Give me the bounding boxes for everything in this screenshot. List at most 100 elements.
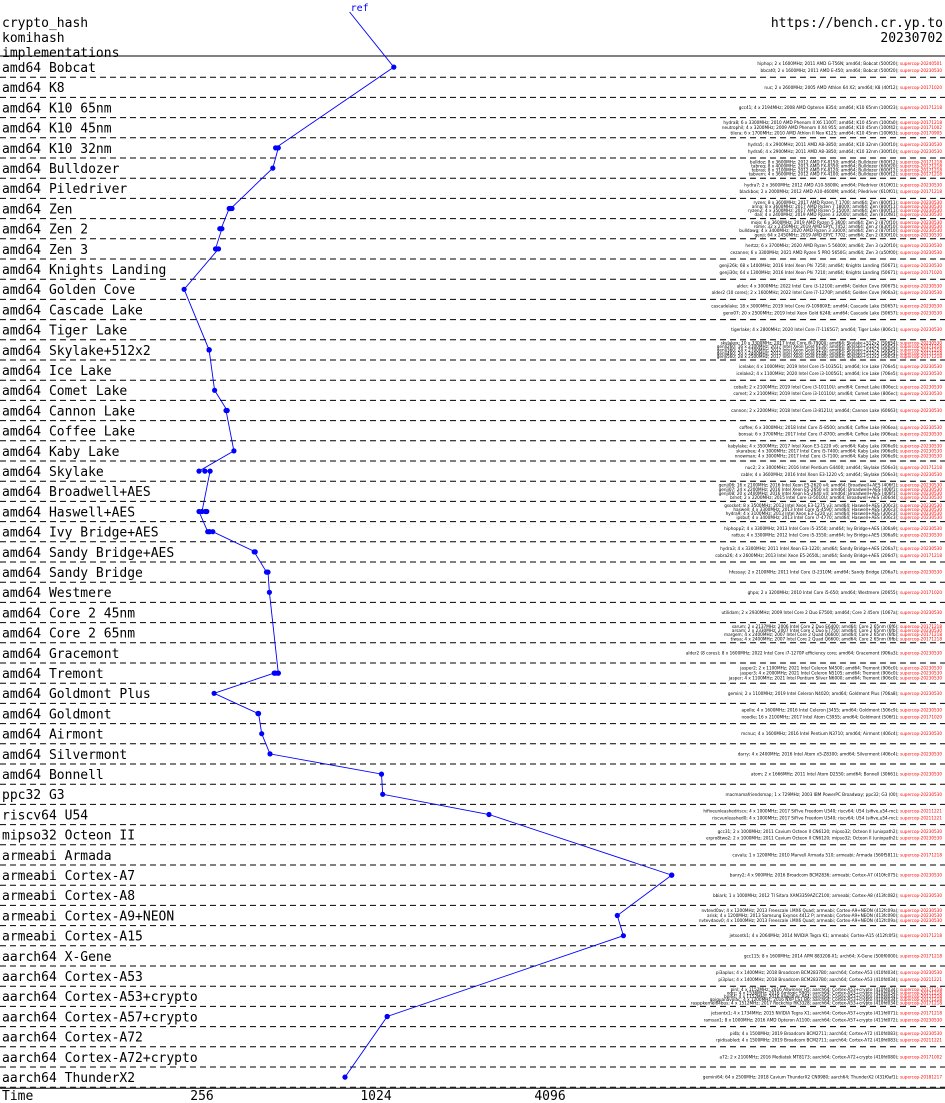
machine-note-text: neutrophil; 4 x 3200MHz; 2009 AMD Phenom… [722,125,900,130]
row-label: amd64 Kaby Lake [2,445,120,460]
data-point [231,448,237,454]
machine-note-date: supercop-20230530 [900,708,942,713]
machine-note-text: genji08; 20 x 2400MHz; 2016 Intel Xeon E… [719,491,900,496]
machine-note-text: brnet; 2 x 2200MHz; 2015 Intel Core i3-5… [730,495,900,500]
row-label: amd64 Core 2 65nm [2,627,135,642]
machine-note: bbiark; 1 x 1000MHz; 2012 TI Sitara XAM3… [713,893,942,898]
machine-note: cable; 4 x 3600MHz; 2016 Intel Xeon E3-1… [741,472,943,477]
row-label: amd64 Tremont [2,667,104,682]
machine-note-text: hydra9; 4 x 3100MHz; 2013 Intel Xeon E3-… [726,511,900,516]
machine-note: pinl; 4 x 1152MHz; 2016 Allwinner H5; aa… [731,987,943,992]
machine-note: genji460; 20 x 2400MHz; 2017 Intel Xeon … [717,351,943,356]
machine-note-text: rpidisabled; 4 x 1500MHz; 2019 Broadcom … [716,1038,900,1043]
data-point [391,64,397,70]
machine-note-date: supercop-20171020 [900,85,942,90]
machine-note: ryzen2; 4 x 3500MHz; 2017 AMD Ryzen 5 15… [748,208,942,213]
machine-note-text: bbiark; 1 x 1000MHz; 2012 TI Sitara XAM3… [713,893,900,898]
row-label: amd64 Coffee Lake [2,425,135,440]
machine-note: genji560; 28 x 2500MHz; 2017 Intel Xeon … [717,354,943,359]
row-label: aarch64 Cortex-A72 [2,1031,143,1046]
row-label: armeabi Cortex-A8 [2,889,135,904]
machine-note: nuc; 2 x 2600MHz; 2005 AMD Athlon 64 X2;… [764,85,942,90]
machine-note-date: supercop-20230530 [900,570,942,575]
machine-note-text: alder; 4 x 3000MHz; 2022 Intel Core i3-1… [737,283,900,288]
machine-note-text: bpi64; 4 x 1152MHz; 2016 Allwinner A64; … [724,994,900,999]
row-label: amd64 Skylake+512x2 [2,344,151,359]
machine-note: apollo; 4 x 1600MHz; 2016 Intel Celeron … [741,708,942,713]
machine-note-date: supercop-20171020 [900,590,942,595]
row-label: aarch64 ThunderX2 [2,1071,135,1086]
machine-note-text: genx07; 20 x 2500MHz; 2019 Intel Xeon Go… [723,310,900,315]
row-label: amd64 Bonnell [2,768,104,783]
machine-note: gemini64; 64 x 2500MHz; 2018 Cavium Thun… [703,1075,943,1080]
machine-note-date: supercop-20171218 [900,953,942,958]
machine-note-date: supercop-20171020 [900,270,942,275]
machine-note: rasppkernel64bus; 4 x 1512MHz; 2017 Rock… [691,1001,943,1006]
machine-note-text: alder2 (8 cores); 8 x 1600MHz; 2022 Inte… [686,650,900,655]
row-label: amd64 Zen 2 [2,223,88,238]
machine-note-date: supercop-20171218 [900,160,942,165]
machine-note: skylakex; 10 x 3300MHz; 2017 Intel Core … [721,341,943,346]
machine-note: rattus; 4 x 3300MHz; 2012 Intel Core i5-… [732,533,943,538]
machine-note-text: hiphopp2; 4 x 3300MHz; 2013 Intel Core i… [724,526,900,531]
row-label: armeabi Cortex-A7 [2,869,135,884]
machine-note-date: supercop-20230530 [900,628,942,633]
machine-note-text: gemini; 2 x 1100MHz; 2019 Intel Celeron … [728,691,900,696]
data-point [210,529,216,535]
machine-note-text: jasper; 4 x 1100MHz; 2021 Intel Pentium … [728,676,900,681]
machine-note-date: supercop-20230530 [900,503,942,508]
machine-note-date: supercop-20230530 [900,232,942,237]
row-label: amd64 Knights Landing [2,263,166,278]
header-right-line-1[interactable]: https://bench.cr.yp.to [770,16,943,31]
machine-note-text: anna; 8 x 3600MHz; 2017 AMD Ryzen 7 1800… [752,204,900,209]
machine-note-text: hydra8; 6 x 3300MHz; 2010 AMD Phenom II … [723,120,900,125]
row-label: amd64 Comet Lake [2,384,127,399]
machine-note-text: pi4b; 4 x 1500MHz; 2019 Broadcom BCM2711… [730,1031,900,1036]
data-point [206,347,212,353]
machine-note: genji30s; 64 x 1300MHz; 2016 Intel Xeon … [719,270,942,275]
machine-note: icelake; 4 x 1000MHz; 2019 Intel Core i5… [739,364,942,369]
machine-note: hydra8; 6 x 3300MHz; 2010 AMD Phenom II … [723,120,942,125]
machine-note-text: mcnuc; 4 x 1600MHz; 2016 Intel Pentium N… [741,731,900,736]
machine-note-date: supercop-20230530 [900,327,942,332]
row-label: amd64 Gracemont [2,647,119,662]
machine-note-text: margem; 4 x 2400MHz; 2007 Intel Core 2 Q… [724,632,900,637]
machine-note: hydra3; 4 x 3300MHz; 2011 Intel Xeon E3-… [720,546,942,551]
machine-note: alder2 (10 cores); 2 x 1600MHz; 2022 Int… [712,290,943,295]
row-label: amd64 Cascade Lake [2,303,143,318]
machine-note-date: supercop-20230530 [900,908,942,913]
machine-note-text: apollo; 4 x 1600MHz; 2016 Intel Celeron … [741,708,899,713]
machine-note: gemini; 2 x 1100MHz; 2019 Intel Celeron … [728,691,942,696]
machine-note: cobalt; 2 x 2100MHz; 2019 Intel Core i3-… [734,384,943,389]
machine-note-text: cable; 4 x 3600MHz; 2016 Intel Xeon E3-1… [741,472,900,477]
data-point [378,771,385,777]
machine-note: cobra26; 4 x 2600MHz; 2013 Intel Xeon E5… [715,553,942,558]
machine-note-text: comet; 2 x 2100MHz; 2019 Intel Core i3-1… [733,391,900,396]
machine-note-date: supercop-20230530 [900,893,942,898]
machine-note-date: supercop-20230530 [900,391,942,396]
machine-note-date: supercop-20230530 [900,472,942,477]
machine-note-text: tiwsa; 4 x 2400MHz; 2007 Intel Core 2 Qu… [731,636,900,641]
machine-note-text: riscvunleashed0; 4 x 1000MHz; 2017 SiFiv… [712,815,900,820]
machine-note-text: genji560; 28 x 2500MHz; 2017 Intel Xeon … [717,354,900,359]
machine-note-text: jetsontk1; 4 x 2064MHz; 2014 NVIDIA Tegr… [728,933,900,938]
row-label: amd64 Zen 3 [2,243,88,258]
machine-note: ryzen; 8 x 3600MHz; 2017 AMD Ryzen 7 170… [753,200,942,205]
machine-note: neutrophil; 4 x 3200MHz; 2009 AMD Phenom… [722,125,942,130]
machine-note-date: supercop-20230530 [900,511,942,516]
data-point [215,246,222,252]
machine-note-date: supercop-20171218 [900,105,942,110]
machine-note-date: supercop-20230530 [900,751,942,756]
data-point [259,731,265,737]
machine-note-date: supercop-20230530 [900,448,942,453]
machine-note-text: cezanne; 6 x 3300MHz; 2021 AMD Ryzen 5 P… [730,250,900,255]
header-left-line-3: implementations [2,46,120,61]
data-point [380,791,386,797]
machine-note: anna; 8 x 3600MHz; 2017 AMD Ryzen 7 1800… [752,204,943,209]
machine-note-date: supercop-20171218 [900,120,942,125]
x-axis-label: Time [2,1089,33,1103]
machine-note: genji; 64 x 2450MHz; 2019 AMD EPYC 7702;… [754,232,942,237]
machine-note-text: genji07; 24 x 2200MHz; 2016 Intel Xeon E… [719,487,900,492]
machine-note-date: supercop-20230530 [900,515,942,520]
machine-note-date: supercop-20230530 [900,1017,942,1022]
